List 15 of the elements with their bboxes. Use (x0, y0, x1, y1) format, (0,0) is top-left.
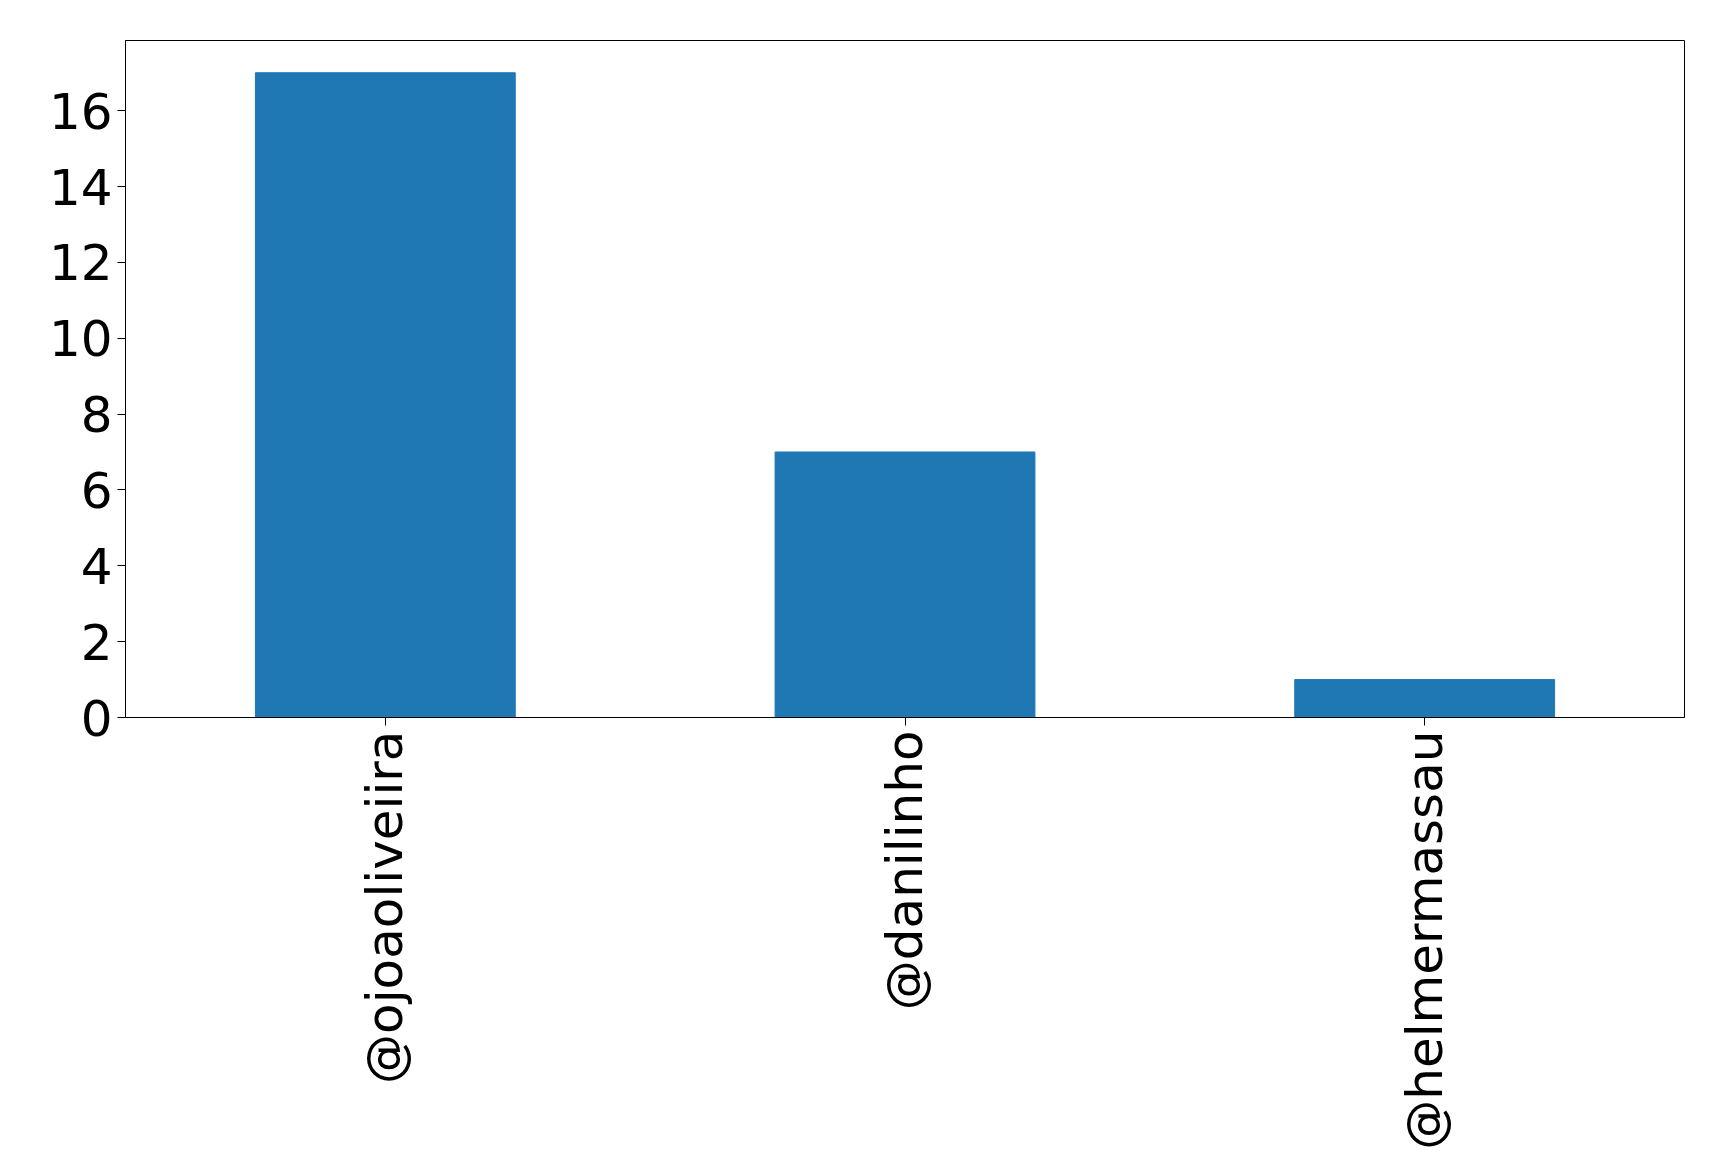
x-tick-label: @danilinho (876, 730, 934, 1011)
y-tick-label: 14 (48, 158, 113, 217)
x-tick-label: @helmermassau (1395, 730, 1454, 1150)
y-tick-label: 0 (80, 689, 113, 748)
bar (774, 451, 1036, 718)
y-tick-label: 12 (48, 234, 113, 293)
y-tick-label: 10 (48, 310, 113, 369)
y-tick-label: 8 (80, 386, 113, 445)
y-tick-label: 4 (80, 537, 113, 596)
x-tick-label: @ojoaoliveiira (356, 730, 415, 1084)
bar (1294, 679, 1556, 718)
bar (254, 72, 516, 718)
y-tick-label: 16 (48, 82, 113, 141)
y-tick-label: 2 (80, 613, 113, 672)
y-tick-label: 6 (80, 461, 113, 520)
